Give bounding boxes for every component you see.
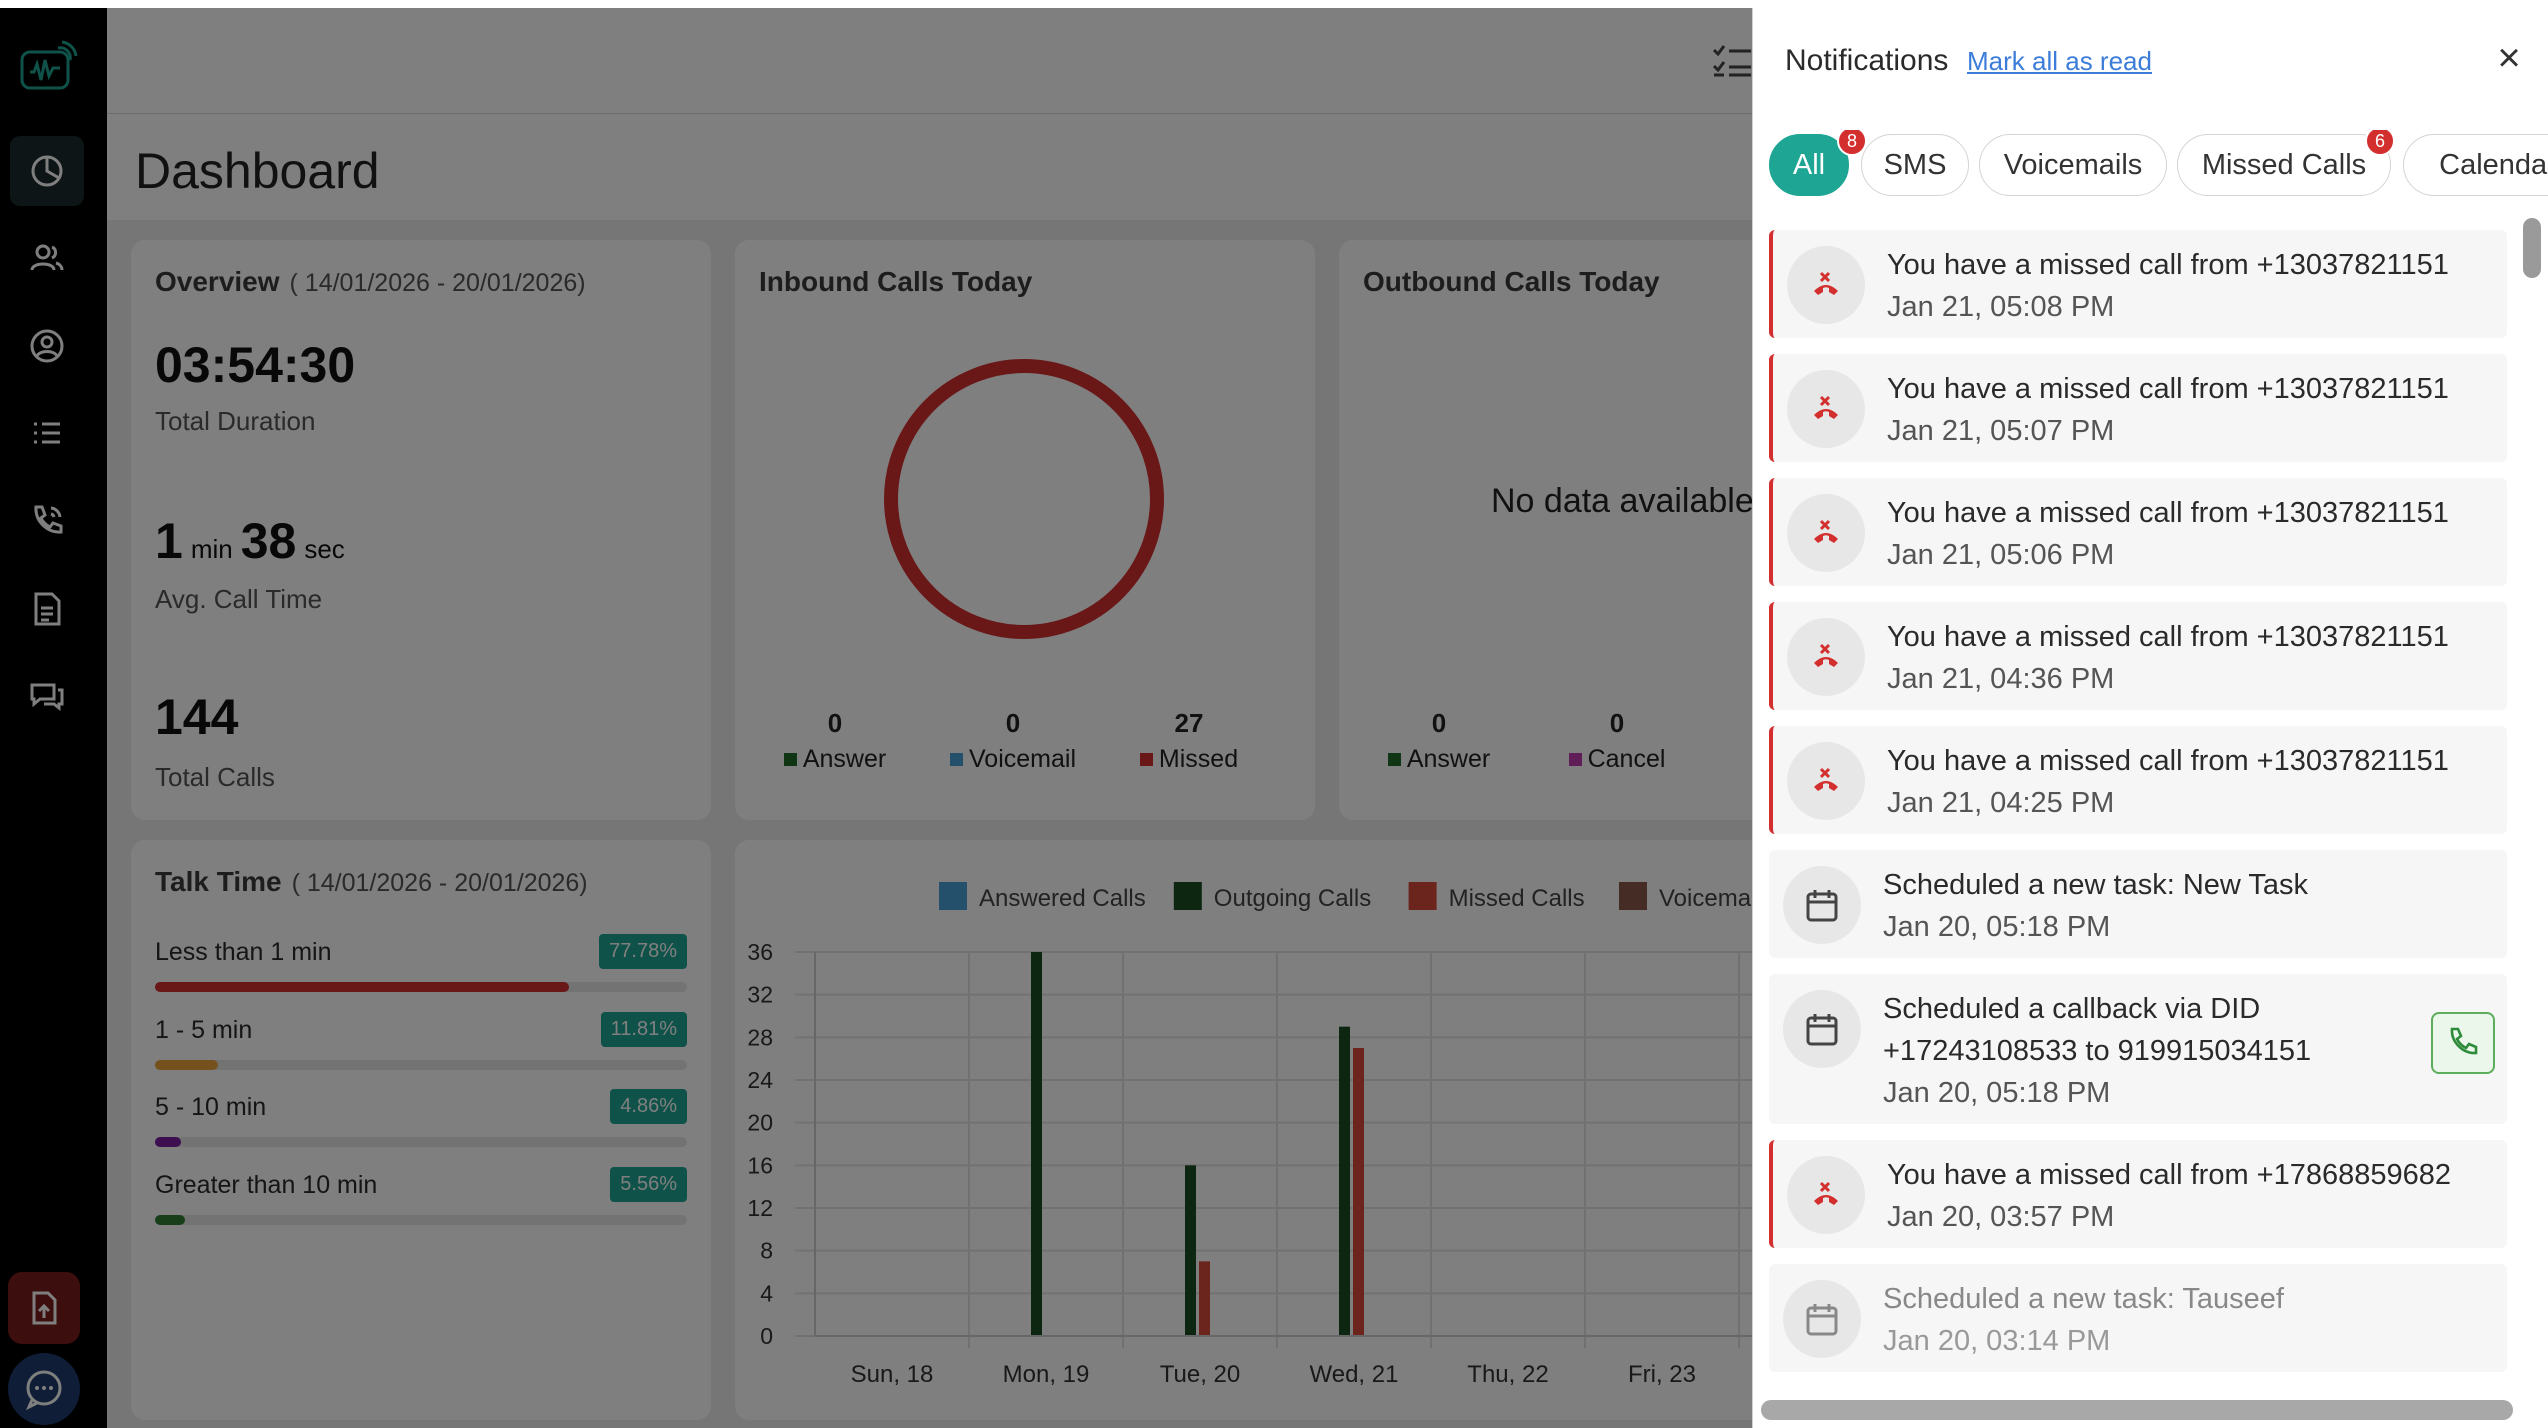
notification-item[interactable]: Scheduled a callback via DID +17243108533…	[1769, 974, 2507, 1124]
notification-time: Jan 20, 05:18 PM	[1883, 911, 2111, 943]
tab-missed-calls[interactable]: Missed Calls	[2177, 134, 2391, 196]
notification-time: Jan 20, 03:57 PM	[1887, 1201, 2115, 1233]
missed-call-icon	[1787, 494, 1865, 572]
tab-all-badge: 8	[1837, 130, 1867, 156]
notification-text: You have a missed call from +17868859682	[1887, 1159, 2452, 1191]
notification-time: Jan 21, 05:06 PM	[1887, 539, 2115, 571]
notification-text: Scheduled a new task: Tauseef	[1883, 1283, 2284, 1315]
notification-item[interactable]: You have a missed call from +13037821151…	[1769, 726, 2507, 834]
notification-item[interactable]: You have a missed call from +13037821151…	[1769, 230, 2507, 338]
modal-backdrop[interactable]	[0, 8, 1752, 1428]
notification-item[interactable]: You have a missed call from +17868859682…	[1769, 1140, 2507, 1248]
close-icon[interactable]: ×	[2497, 36, 2521, 80]
tab-missed-calls-badge: 6	[2365, 130, 2395, 156]
missed-call-icon	[1787, 742, 1865, 820]
notification-item[interactable]: You have a missed call from +13037821151…	[1769, 602, 2507, 710]
notification-item[interactable]: Scheduled a new task: Tauseef Jan 20, 03:…	[1769, 1264, 2507, 1372]
notification-item[interactable]: You have a missed call from +13037821151…	[1769, 478, 2507, 586]
notification-time: Jan 21, 05:07 PM	[1887, 415, 2115, 447]
notification-item[interactable]: You have a missed call from +13037821151…	[1769, 354, 2507, 462]
call-back-button[interactable]	[2431, 1012, 2495, 1074]
notification-time: Jan 20, 05:18 PM	[1883, 1077, 2111, 1109]
tab-voicemails[interactable]: Voicemails	[1979, 134, 2167, 196]
tab-sms[interactable]: SMS	[1861, 134, 1969, 196]
notifications-header: Notifications Mark all as read ×	[1753, 8, 2548, 118]
notification-tabs: All 8 SMS Voicemails Missed Calls 6 Cale…	[1769, 130, 2548, 196]
notification-text: You have a missed call from +13037821151	[1887, 497, 2449, 529]
mark-all-read-link[interactable]: Mark all as read	[1967, 46, 2152, 76]
notification-text: You have a missed call from +13037821151	[1887, 621, 2449, 653]
notifications-title: Notifications	[1785, 44, 1949, 77]
calendar-icon	[1783, 1280, 1861, 1358]
notification-text: Scheduled a new task: New Task	[1883, 869, 2309, 901]
notification-text: You have a missed call from +13037821151	[1887, 745, 2449, 777]
notifications-list: You have a missed call from +13037821151…	[1769, 230, 2509, 1390]
notifications-drawer: Notifications Mark all as read × All 8 S…	[1752, 8, 2548, 1428]
calendar-icon	[1783, 866, 1861, 944]
vertical-scrollbar[interactable]	[2523, 218, 2541, 278]
notification-time: Jan 21, 04:25 PM	[1887, 787, 2115, 819]
tab-all[interactable]: All	[1769, 134, 1849, 196]
calendar-icon	[1783, 990, 1861, 1068]
horizontal-scrollbar[interactable]	[1761, 1400, 2513, 1420]
notification-text: Scheduled a callback via DID	[1883, 993, 2261, 1025]
tab-calendar[interactable]: Calendar	[2403, 134, 2548, 196]
notification-text: You have a missed call from +13037821151	[1887, 373, 2449, 405]
missed-call-icon	[1787, 370, 1865, 448]
phone-icon	[2450, 1027, 2478, 1055]
notification-time: Jan 20, 03:14 PM	[1883, 1325, 2111, 1357]
missed-call-icon	[1787, 1156, 1865, 1234]
notification-text-line2: +17243108533 to 919915034151	[1883, 1035, 2312, 1067]
notification-item[interactable]: Scheduled a new task: New Task Jan 20, 05…	[1769, 850, 2507, 958]
notification-time: Jan 21, 04:36 PM	[1887, 663, 2115, 695]
notification-text: You have a missed call from +13037821151	[1887, 249, 2449, 281]
missed-call-icon	[1787, 246, 1865, 324]
notification-time: Jan 21, 05:08 PM	[1887, 291, 2115, 323]
missed-call-icon	[1787, 618, 1865, 696]
window-top-strip	[0, 0, 2548, 8]
